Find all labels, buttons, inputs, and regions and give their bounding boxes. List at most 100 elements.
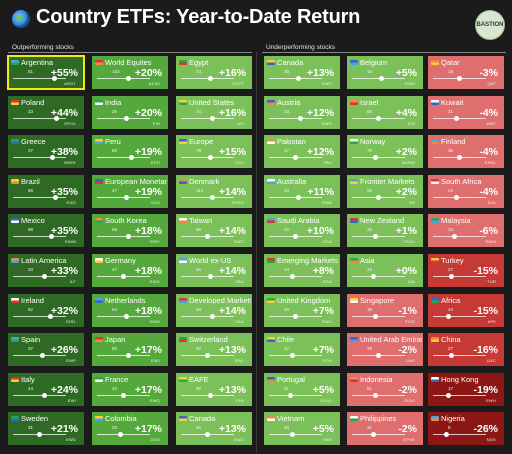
etf-tile[interactable]: Pakistan +12% 17 PAK [264,135,340,169]
etf-tile[interactable]: Australia +11% 24 EWA [264,174,340,208]
ticker-symbol: PGAL [320,397,332,403]
ticker-symbol: EWO [321,120,332,126]
range-track [433,117,486,119]
etf-tile[interactable]: Kuwait -4% 31 KWT [428,95,504,129]
page-title: Country ETFs: Year-to-Date Return [36,6,361,28]
etf-tile[interactable]: Colombia +17% 23 GXG [92,412,168,446]
etf-tile[interactable]: Peru +19% 60 EPU [92,135,168,169]
country-name: Vietnam [277,414,305,424]
range-track [269,434,322,436]
flag-icon [95,139,103,145]
range-marker [373,234,379,240]
etf-tile[interactable]: Turkey -15% 27 TUR [428,254,504,287]
rank-number: 64 [112,306,118,312]
ytd-return: +38% [50,146,78,159]
etf-tile[interactable]: Malaysia -6% 32 EWM [428,214,504,248]
etf-tile[interactable]: European Monetary +19% 47 EZU [92,174,168,208]
ytd-return: +2% [395,146,417,159]
range-track [352,236,405,238]
etf-tile[interactable]: Germany +18% 47 EWG [92,254,168,287]
etf-tile[interactable]: Israel +4% 85 EIS [347,95,423,129]
etf-tile[interactable]: Frontier Markets +2% 58 FM [347,174,423,208]
range-marker [50,155,56,161]
etf-tile[interactable]: Brazil +35% 56 EWZ [8,174,84,208]
rank-number: 66 [196,425,202,431]
flag-icon [11,416,19,422]
etf-tile[interactable]: Sweden +21% 31 EWD [8,412,84,446]
etf-tile[interactable]: Argentina +55% 51 ARGT [7,55,85,90]
etf-tile[interactable]: Nigeria -26% 8 NGE [428,412,504,446]
flag-icon [431,416,439,422]
etf-tile[interactable]: Africa -15% 14 AFK [428,293,504,327]
etf-tile[interactable]: South Africa -4% 23 EZA [428,174,504,208]
range-marker [446,313,452,319]
etf-tile[interactable]: India +20% 26 PIN [92,95,168,129]
etf-tile[interactable]: Egypt +16% 24 EGPT [176,56,252,89]
etf-tile[interactable]: Developed Markets +14% 58 VEA [176,293,252,327]
rank-number: 56 [28,187,34,193]
etf-tile[interactable]: Emerging Markets +8% 44 EEM [264,254,340,287]
range-track [97,196,150,198]
etf-tile[interactable]: Portugal +5% 41 PGAL [264,372,340,406]
etf-tile[interactable]: Mexico +35% 88 EWW [8,214,84,248]
etf-tile[interactable]: United Kingdom +7% 20 EWU [264,293,340,327]
range-marker [454,115,460,121]
etf-tile[interactable]: Canada +13% 66 EWC [176,412,252,446]
flag-icon [267,376,275,382]
etf-tile[interactable]: Taiwan +14% 89 EWT [176,214,252,248]
rank-number: 20 [28,267,34,272]
etf-tile[interactable]: World ex-US +14% 66 VEU [176,254,252,287]
etf-tile[interactable]: New Zealand +1% 45 ENZL [347,214,423,248]
etf-tile[interactable]: France +17% 42 EWQ [92,372,168,406]
rank-number: 45 [367,227,373,233]
etf-tile[interactable]: Austria +12% 33 EWO [264,95,340,129]
etf-tile[interactable]: Spain +26% 37 EWP [8,333,84,367]
etf-tile[interactable]: EAFE +13% 99 EFA [176,372,252,406]
flag-icon [431,258,439,263]
range-track [352,315,405,317]
etf-tile[interactable]: Latin America +33% 20 ILF [8,254,84,287]
rank-number: 42 [284,227,290,233]
flag-icon [95,178,103,184]
rank-number: 27 [28,148,34,154]
etf-tile[interactable]: United States +16% 24 IVV [176,95,252,129]
etf-tile[interactable]: Canada +13% 36 EWC [264,56,340,89]
flag-icon [11,258,19,263]
etf-tile[interactable]: South Korea +18% 66 EWY [92,214,168,248]
etf-tile[interactable]: Japan +17% 80 EWJ [92,333,168,367]
etf-tile[interactable]: United Arab Emirates-2% 29 UAE [347,333,423,367]
etf-tile[interactable]: Netherlands +18% 64 EWN [92,293,168,327]
ticker-symbol: EZU [151,199,160,205]
etf-tile[interactable]: Philippines -2% 31 EPHE [347,412,423,446]
etf-tile[interactable]: Finland -4% 36 EFNL [428,135,504,169]
etf-tile[interactable]: Singapore -1% 19 EWS [347,293,423,327]
flag-icon [95,99,103,105]
etf-tile[interactable]: Europe +15% 78 VGK [176,135,252,169]
etf-tile[interactable]: Denmark +14% 112 EDEN [176,174,252,208]
etf-tile[interactable]: Qatar -3% 18 QAT [428,56,504,89]
etf-tile[interactable]: Italy +24% 44 EWI [8,372,84,406]
etf-tile[interactable]: Belgium +5% 16 EWK [347,56,423,89]
etf-tile[interactable]: Greece +38% 27 GREK [8,135,84,169]
etf-tile[interactable]: Switzerland +13% 60 EWL [176,333,252,367]
range-track [181,78,234,79]
country-name: Canada [277,58,304,67]
range-track [433,434,486,436]
etf-tile[interactable]: Indonesia -2% 61 EIDO [347,372,423,406]
etf-tile[interactable]: Chile +7% 47 ECH [264,333,340,367]
etf-tile[interactable]: Norway +2% 76 NORW [347,135,423,169]
etf-tile[interactable]: Hong Kong -19% 17 EWH [428,372,504,406]
etf-tile[interactable]: Ireland +32% 62 EIRL [8,293,84,327]
etf-tile[interactable]: Saudi Arabia +10% 42 KSA [264,214,340,248]
etf-tile[interactable]: World Equites +20% 102 ACWI [92,56,168,89]
ytd-return: +12% [306,146,334,159]
etf-tile[interactable]: Poland +44% 23 EPOL [8,95,84,129]
etf-tile[interactable]: Vietnam +5% 33 VNM [264,412,340,446]
ytd-return: -16% [473,344,498,357]
country-name: Asia [360,256,375,265]
rank-number: 49 [367,267,373,272]
etf-tile[interactable]: China -16% 27 GXC [428,333,504,367]
etf-tile[interactable]: Asia +0% 49 AIA [347,254,423,287]
rank-number: 8 [448,425,451,431]
ytd-return: +5% [395,67,417,79]
